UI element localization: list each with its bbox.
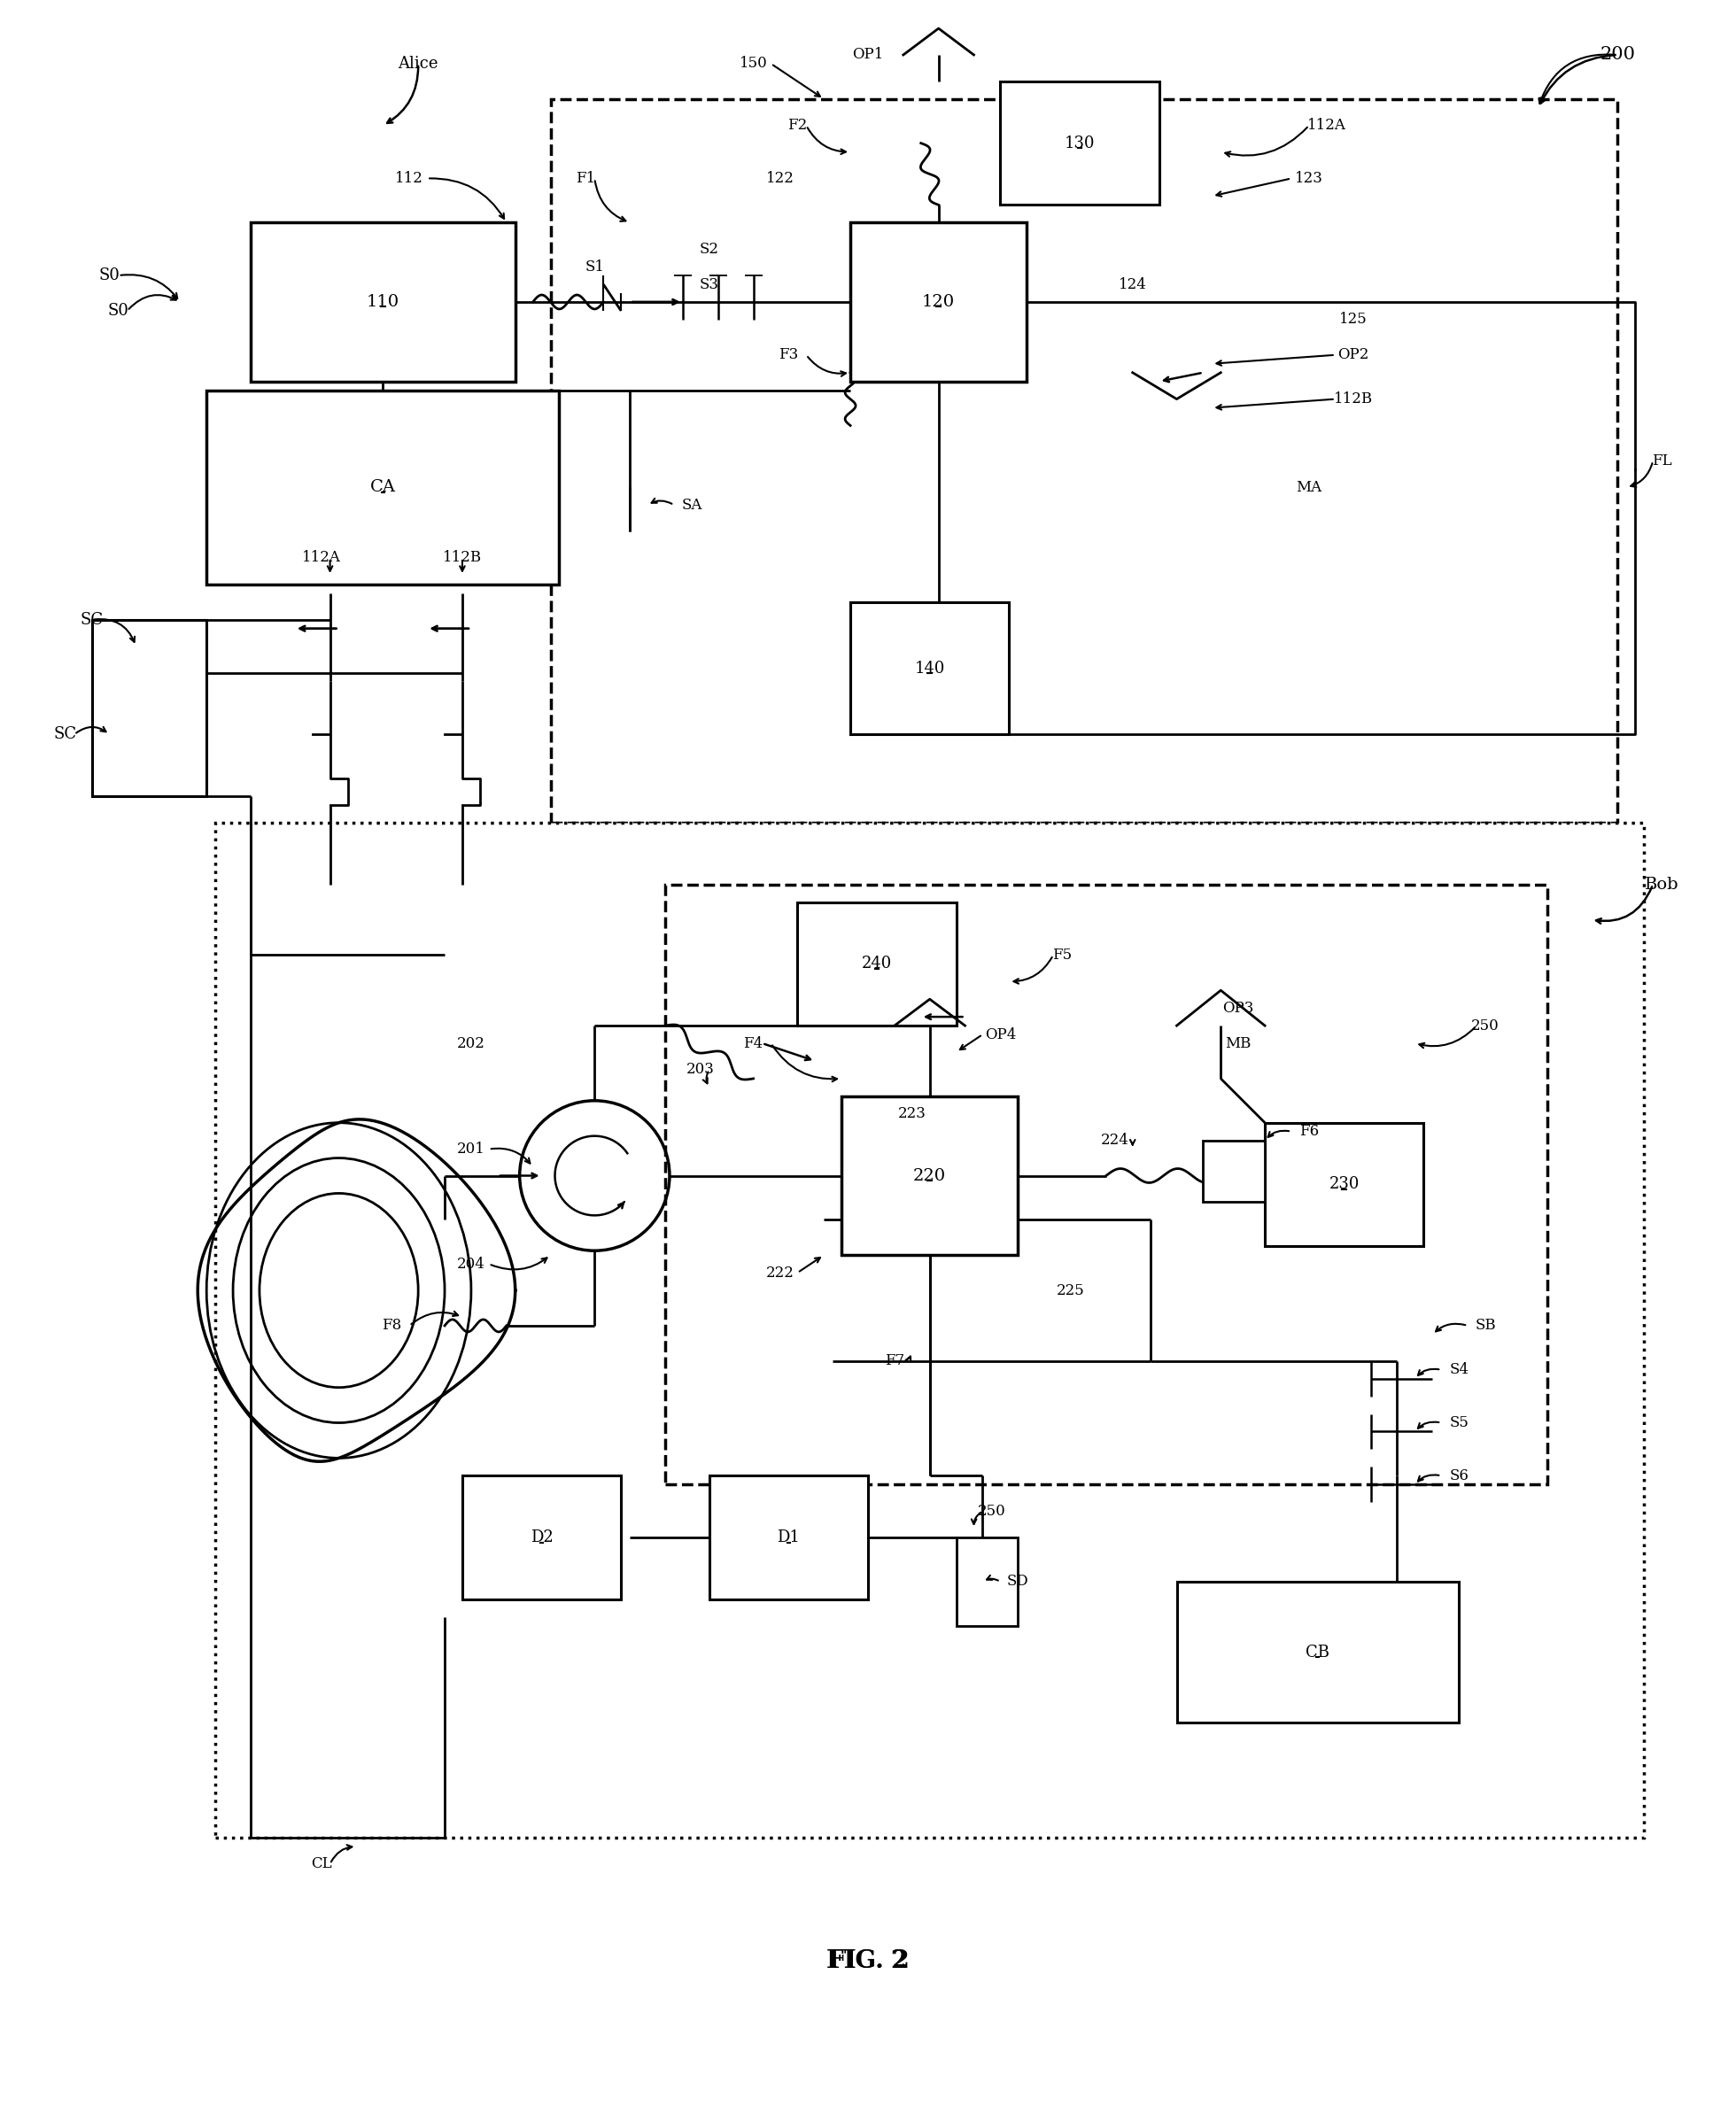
- Text: SB: SB: [1476, 1318, 1496, 1333]
- Text: 200: 200: [1601, 46, 1635, 63]
- Text: F2: F2: [788, 118, 807, 133]
- Text: FIG. 2: FIG. 2: [830, 1950, 906, 1973]
- Text: 112B: 112B: [1333, 392, 1373, 406]
- Text: CL: CL: [311, 1857, 332, 1872]
- Bar: [207, 390, 559, 583]
- Text: 250: 250: [1472, 1017, 1500, 1034]
- Bar: [1000, 82, 1160, 204]
- Text: F8: F8: [382, 1318, 401, 1333]
- Text: 140: 140: [915, 661, 944, 676]
- Bar: [550, 99, 1618, 823]
- Text: OP1: OP1: [852, 46, 884, 63]
- Text: OP3: OP3: [1222, 1000, 1253, 1015]
- Bar: [92, 619, 207, 796]
- Bar: [250, 223, 516, 381]
- Bar: [462, 1476, 621, 1598]
- Text: 112: 112: [396, 171, 424, 185]
- Bar: [957, 1537, 1017, 1626]
- Text: SC: SC: [54, 727, 76, 743]
- Text: CB: CB: [1305, 1645, 1330, 1660]
- Text: 222: 222: [766, 1266, 793, 1280]
- Text: CA: CA: [370, 480, 396, 495]
- Text: 203: 203: [686, 1061, 715, 1078]
- Text: MB: MB: [1226, 1036, 1252, 1051]
- Text: 250: 250: [977, 1504, 1005, 1518]
- Text: F6: F6: [1299, 1125, 1319, 1139]
- Bar: [1203, 1139, 1266, 1203]
- Text: F1: F1: [576, 171, 595, 185]
- Text: S0: S0: [108, 303, 128, 318]
- Text: 123: 123: [1295, 171, 1323, 185]
- Bar: [851, 602, 1009, 735]
- Bar: [842, 1097, 1017, 1255]
- Bar: [1266, 1122, 1424, 1247]
- Bar: [851, 223, 1026, 381]
- Text: S2: S2: [700, 242, 719, 257]
- Bar: [797, 901, 957, 1026]
- Text: OP4: OP4: [984, 1028, 1016, 1042]
- Bar: [710, 1476, 868, 1598]
- Text: SD: SD: [1007, 1573, 1029, 1590]
- Text: 110: 110: [366, 295, 399, 310]
- Text: D2: D2: [529, 1529, 554, 1546]
- Text: SC: SC: [80, 611, 104, 628]
- Text: 124: 124: [1118, 276, 1147, 293]
- Text: 150: 150: [740, 57, 767, 72]
- Text: S6: S6: [1450, 1468, 1469, 1483]
- Text: Bob: Bob: [1644, 876, 1679, 893]
- Text: 201: 201: [457, 1141, 486, 1156]
- Text: 224: 224: [1101, 1133, 1128, 1148]
- Text: F7: F7: [885, 1354, 904, 1369]
- Bar: [1177, 1582, 1458, 1723]
- Text: D1: D1: [778, 1529, 800, 1546]
- Text: F4: F4: [743, 1036, 764, 1051]
- Text: 220: 220: [913, 1167, 946, 1184]
- Text: MA: MA: [1297, 480, 1321, 495]
- Text: S4: S4: [1450, 1363, 1469, 1377]
- Text: 112B: 112B: [443, 550, 483, 564]
- Text: 122: 122: [766, 171, 793, 185]
- Text: 112A: 112A: [302, 550, 340, 564]
- Text: 225: 225: [1057, 1283, 1085, 1297]
- Text: SA: SA: [681, 497, 701, 512]
- Text: FL: FL: [1651, 453, 1672, 468]
- Text: 130: 130: [1064, 135, 1095, 152]
- Text: Alice: Alice: [398, 55, 439, 72]
- Text: S1: S1: [585, 259, 604, 274]
- Text: 112A: 112A: [1307, 118, 1345, 133]
- Text: 223: 223: [898, 1106, 927, 1120]
- Text: S5: S5: [1450, 1415, 1469, 1430]
- Text: F3: F3: [779, 347, 799, 362]
- Text: 230: 230: [1330, 1177, 1359, 1192]
- Text: 120: 120: [922, 295, 955, 310]
- Bar: [215, 823, 1644, 1839]
- Bar: [665, 885, 1547, 1485]
- Text: S0: S0: [99, 267, 120, 284]
- Text: 202: 202: [457, 1036, 486, 1051]
- Text: S3: S3: [700, 276, 719, 293]
- Text: 204: 204: [457, 1257, 486, 1272]
- Text: 125: 125: [1338, 312, 1368, 326]
- Text: OP2: OP2: [1337, 347, 1368, 362]
- Text: 240: 240: [861, 956, 892, 971]
- Text: FIG. 2: FIG. 2: [826, 1950, 910, 1973]
- Text: F5: F5: [1052, 948, 1071, 962]
